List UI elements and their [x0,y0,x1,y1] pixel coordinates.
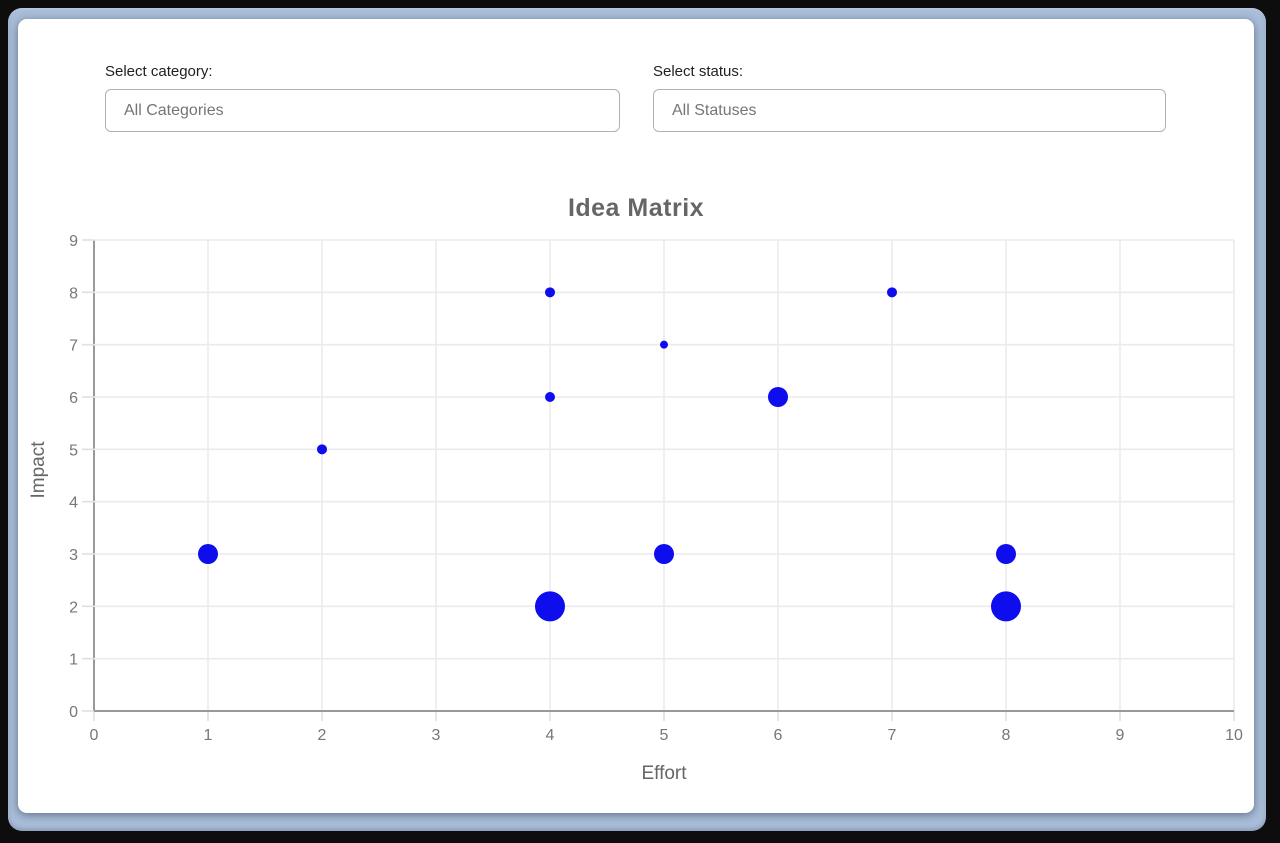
y-tick-label: 1 [69,652,78,669]
category-select-value: All Categories [124,101,224,119]
x-tick-label: 6 [774,727,783,744]
x-tick-label: 3 [432,727,441,744]
y-tick-label: 6 [69,390,78,407]
bubble[interactable] [887,287,897,298]
x-tick-label: 7 [888,727,897,744]
bubble[interactable] [660,340,668,349]
x-tick-label: 4 [546,727,555,744]
x-tick-label: 0 [90,727,99,744]
y-tick-label: 0 [69,704,78,721]
window-frame: Select category: All Categories Select s… [8,8,1266,831]
x-tick-label: 10 [1225,727,1243,744]
x-tick-label: 2 [318,727,327,744]
y-tick-label: 9 [69,233,78,250]
content-card: Select category: All Categories Select s… [18,19,1254,813]
bubble[interactable] [996,544,1016,564]
bubble[interactable] [654,544,674,564]
y-tick-label: 2 [69,599,78,616]
x-tick-label: 1 [204,727,213,744]
bubble[interactable] [545,392,555,402]
status-label: Select status: [653,63,744,80]
x-tick-label: 8 [1002,727,1011,744]
bubble[interactable] [545,287,555,298]
status-select[interactable]: All Statuses [653,89,1166,132]
bubble[interactable] [768,387,788,407]
category-label: Select category: [105,63,213,80]
y-tick-label: 8 [69,285,78,302]
chart-area: Idea Matrix Impact Effort 0 1 2 3 4 5 6 7 8 9 10 0 1… [18,19,1254,813]
bubble[interactable] [317,444,327,455]
y-tick-label: 4 [69,495,78,512]
bubble[interactable] [535,591,565,622]
status-select-value: All Statuses [672,101,757,119]
bubble[interactable] [198,544,218,564]
x-tick-label: 9 [1116,727,1125,744]
bubble[interactable] [991,591,1021,622]
chart-canvas: 0 1 2 3 4 5 6 7 8 9 10 0 1 2 3 4 5 6 7 8 9 [69,233,1243,744]
y-tick-label: 7 [69,338,78,355]
y-tick-label: 3 [69,547,78,564]
category-select[interactable]: All Categories [105,89,620,132]
chart-title: Idea Matrix [567,194,705,222]
x-axis-label: Effort [641,763,687,784]
x-tick-label: 5 [660,727,669,744]
y-tick-label: 5 [69,442,78,459]
